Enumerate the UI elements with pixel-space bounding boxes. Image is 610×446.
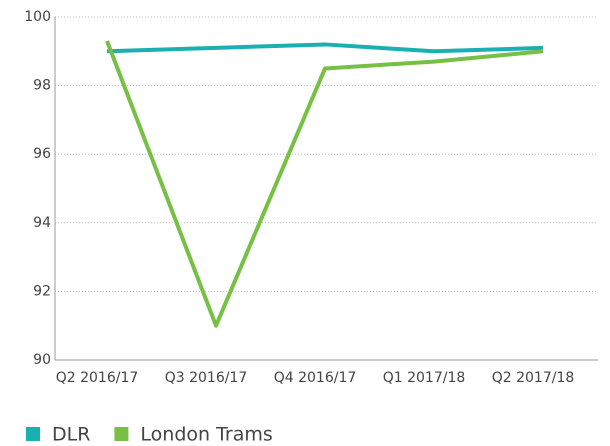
y-tick-label: 90 [33, 352, 51, 368]
legend-swatch [114, 427, 129, 441]
legend-text: DLR [52, 424, 90, 446]
y-tick-label: 94 [33, 215, 51, 231]
y-tick-label: 92 [33, 283, 51, 299]
y-tick-label: 100 [24, 9, 51, 25]
x-tick-label: Q2 2017/18 [492, 370, 575, 386]
x-tick-label: Q1 2017/18 [383, 370, 466, 386]
x-tick-label: Q4 2016/17 [274, 370, 357, 386]
x-tick-label: Q2 2016/17 [56, 370, 139, 386]
line-series [105, 40, 544, 328]
y-tick-label: 96 [33, 146, 51, 162]
y-tick-label: 98 [33, 78, 51, 94]
legend-text: London Trams [140, 424, 272, 446]
legend-swatch [26, 427, 40, 441]
line-series [106, 42, 544, 54]
x-tick-label: Q3 2016/17 [165, 370, 248, 386]
